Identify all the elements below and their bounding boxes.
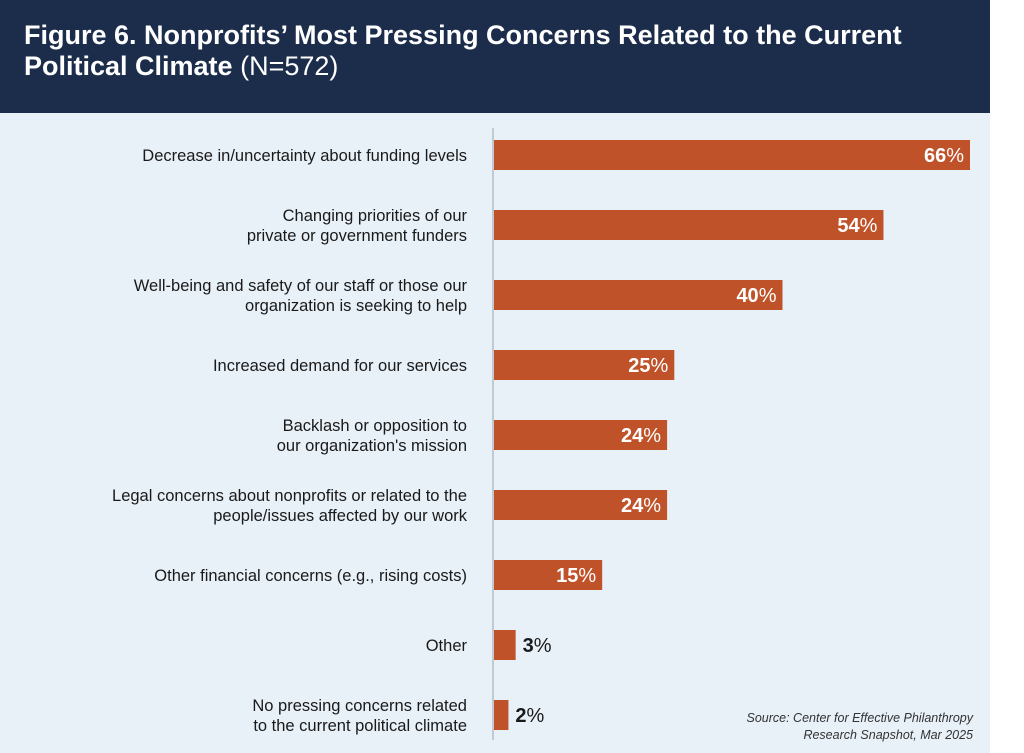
category-label-7: Other financial concerns (e.g., rising c…	[154, 567, 467, 585]
title-banner: Figure 6. Nonprofits’ Most Pressing Conc…	[0, 0, 990, 113]
bar-9	[494, 700, 509, 730]
category-label-9: No pressing concerns related to the curre…	[252, 697, 467, 735]
source-line-1: Source: Center for Effective Philanthrop…	[746, 711, 973, 725]
bar-3	[494, 280, 783, 310]
value-label-7: 15%	[556, 565, 596, 587]
bar-4	[494, 350, 675, 380]
value-label-6: 24%	[621, 495, 661, 517]
bar-7	[494, 560, 603, 590]
source-note: Source: Center for Effective Philanthrop…	[746, 710, 973, 744]
category-label-8: Other	[426, 637, 468, 655]
category-label-4: Increased demand for our services	[213, 357, 467, 375]
bar-5	[494, 420, 668, 450]
bar-chart: Decrease in/uncertainty about funding le…	[112, 128, 970, 740]
chart-title: Figure 6. Nonprofits’ Most Pressing Conc…	[24, 20, 974, 82]
value-label-1: 66%	[924, 145, 964, 167]
category-label-2: Changing priorities of our private or gov…	[247, 207, 468, 245]
value-label-4: 25%	[628, 355, 668, 377]
value-label-9: 2%	[515, 705, 544, 727]
bar-8	[494, 630, 516, 660]
category-label-3: Well-being and safety of our staff or th…	[134, 277, 468, 315]
bar-2	[494, 210, 884, 240]
figure-panel: Figure 6. Nonprofits’ Most Pressing Conc…	[0, 0, 990, 753]
source-line-2: Research Snapshot, Mar 2025	[803, 728, 973, 742]
value-label-8: 3%	[523, 635, 552, 657]
value-label-5: 24%	[621, 425, 661, 447]
category-label-1: Decrease in/uncertainty about funding le…	[142, 147, 467, 165]
bar-1	[494, 140, 970, 170]
category-label-6: Legal concerns about nonprofits or relat…	[112, 487, 468, 525]
value-label-2: 54%	[837, 215, 877, 237]
chart-title-main: Figure 6. Nonprofits’ Most Pressing Conc…	[24, 20, 902, 81]
category-label-5: Backlash or opposition to our organizatio…	[277, 417, 467, 455]
bar-6	[494, 490, 668, 520]
sample-size: (N=572)	[240, 51, 339, 81]
value-label-3: 40%	[736, 285, 776, 307]
